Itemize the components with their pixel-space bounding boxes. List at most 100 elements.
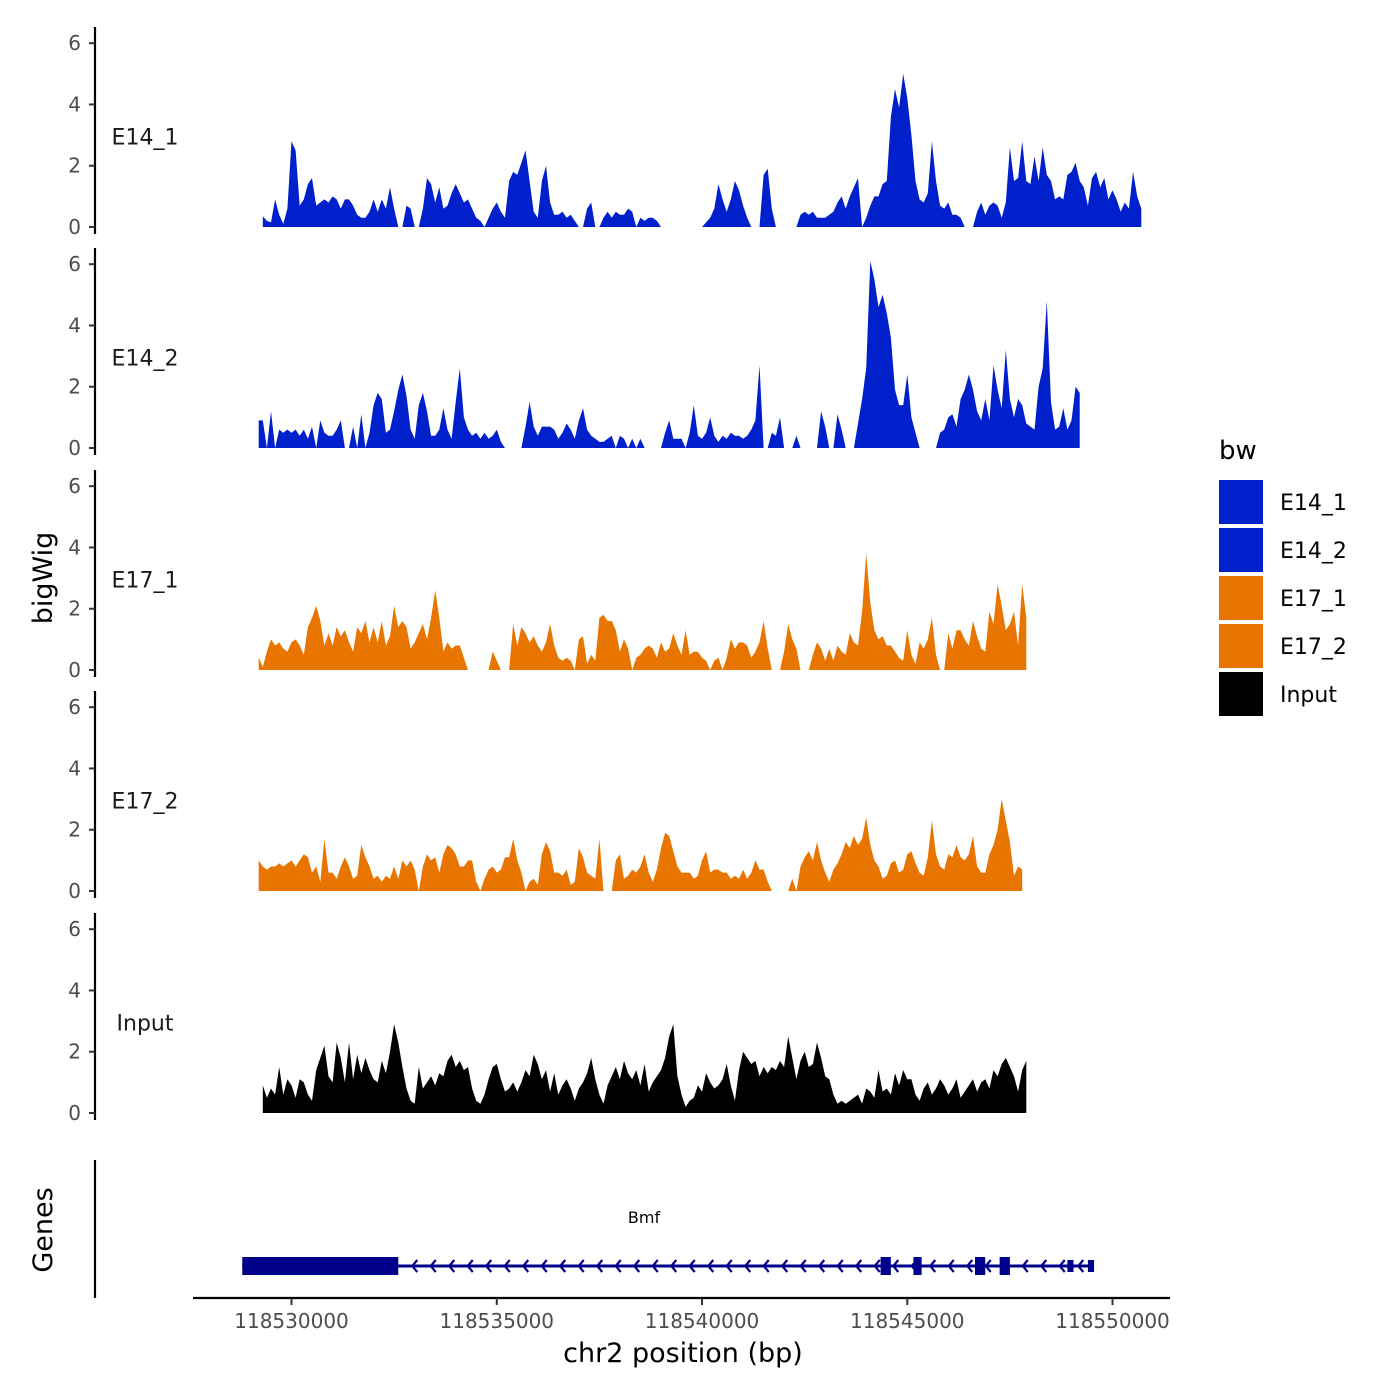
area-E14_2-23 (833, 414, 846, 448)
track-E14_2: 0 2 4 6 E14_2 (68, 248, 1080, 460)
strand-arrow-2 (447, 1259, 456, 1273)
y-tick-label-E17_2-0: 0 (68, 879, 81, 903)
y-tick-label-E14_1-4: 4 (68, 92, 81, 116)
x-tick-label-118530000: 118530000 (234, 1309, 349, 1333)
area-E14_2-15 (685, 365, 764, 448)
area-E14_2-25 (853, 261, 920, 448)
strand-arrow-1 (429, 1259, 437, 1273)
area-E14_1-20 (973, 141, 1142, 227)
area-E17_1-14 (944, 584, 1027, 670)
y-tick-label-E14_1-6: 6 (68, 31, 81, 55)
y-tick-label-E17_1-6: 6 (68, 474, 81, 498)
strand-arrow-3 (466, 1259, 474, 1273)
area-E14_2-17 (767, 417, 785, 448)
area-E14_1-4 (418, 178, 485, 227)
legend-swatch-E14_2 (1219, 528, 1263, 572)
y-tick-label-E14_2-0: 0 (68, 436, 81, 460)
strand-arrow-20 (780, 1259, 789, 1273)
strand-arrow-25 (873, 1259, 881, 1273)
exon-4 (999, 1257, 1010, 1275)
area-E14_1-12 (702, 181, 752, 227)
area-E14_2-27 (936, 301, 1080, 448)
strand-arrow-11 (614, 1259, 622, 1273)
area-E17_2-0 (258, 838, 419, 891)
area-E17_2-2 (480, 838, 526, 891)
area-E14_1-0 (262, 141, 399, 227)
exon-0 (242, 1257, 399, 1275)
y-tick-label-E14_1-0: 0 (68, 215, 81, 239)
strand-arrow-28 (928, 1259, 937, 1273)
area-E14_1-9 (599, 208, 637, 227)
area-E14_2-10 (615, 435, 629, 448)
legend-label-E14_2: E14_2 (1280, 539, 1347, 564)
y-tick-label-E14_1-2: 2 (68, 154, 81, 178)
y-tick-label-E14_2-2: 2 (68, 375, 81, 399)
strand-arrow-34 (1039, 1259, 1048, 1273)
area-E17_1-4 (509, 624, 575, 670)
y-tick-label-E17_1-4: 4 (68, 535, 81, 559)
exon-6 (1087, 1260, 1095, 1272)
y-axis-title: bigWig (28, 532, 59, 625)
area-E14_1-5 (484, 150, 579, 227)
y-tick-label-E17_2-2: 2 (68, 818, 81, 842)
legend-title: bw (1219, 436, 1257, 466)
x-tick-label-118545000: 118545000 (850, 1309, 965, 1333)
area-E17_1-7 (710, 657, 723, 670)
strand-arrow-17 (725, 1259, 733, 1273)
strand-arrow-36 (1076, 1259, 1085, 1273)
exon-5 (1067, 1260, 1074, 1272)
y-tick-label-Input-2: 2 (68, 1040, 81, 1064)
strand-arrow-29 (947, 1259, 955, 1273)
gene-panel: Bmf (93, 1160, 1095, 1298)
area-E14_1-18 (862, 73, 965, 227)
legend-label-Input: Input (1280, 683, 1337, 708)
legend: E14_1 E14_2 E17_1 E17_2 Input (1219, 480, 1347, 716)
area-E14_2-0 (258, 420, 267, 448)
strand-arrow-13 (651, 1259, 659, 1273)
strand-arrow-33 (1021, 1259, 1029, 1273)
strand-arrow-12 (632, 1259, 641, 1273)
legend-swatch-E17_1 (1219, 576, 1263, 620)
track-E14_1: 0 2 4 6 E14_1 (68, 27, 1142, 239)
y-tick-label-E17_2-6: 6 (68, 695, 81, 719)
exon-2 (913, 1257, 922, 1275)
area-E14_2-6 (357, 414, 366, 448)
area-E17_1-12 (808, 553, 941, 670)
area-E14_2-19 (792, 435, 801, 448)
y-tick-label-E14_2-6: 6 (68, 252, 81, 276)
area-E14_2-1 (266, 411, 276, 448)
strand-arrow-0 (410, 1259, 419, 1273)
area-E17_1-2 (488, 651, 501, 670)
strand-arrow-7 (540, 1259, 548, 1273)
area-E14_2-3 (316, 420, 345, 448)
strand-arrow-8 (558, 1259, 567, 1273)
legend-swatch-E14_1 (1219, 480, 1263, 524)
strand-arrow-10 (595, 1259, 604, 1273)
area-E17_1-8 (722, 621, 772, 670)
track-label-E17_2: E17_2 (112, 790, 179, 815)
area-Input-0 (262, 1024, 1027, 1113)
strand-arrow-24 (854, 1259, 863, 1273)
x-axis: 118530000 118535000 118540000 118545000 1185… (193, 1296, 1170, 1333)
area-E17_1-10 (780, 624, 801, 670)
track-label-E14_1: E14_1 (112, 126, 179, 151)
area-E14_2-14 (661, 420, 686, 448)
track-E17_1: 0 2 4 6 E17_1 (68, 470, 1027, 682)
area-E14_1-17 (796, 178, 863, 227)
gene-name-label: Bmf (628, 1208, 661, 1227)
strand-arrow-22 (817, 1259, 826, 1273)
area-E17_2-7 (788, 878, 797, 891)
strand-arrow-21 (799, 1259, 807, 1273)
area-E17_1-6 (632, 630, 711, 670)
strand-arrow-14 (669, 1259, 678, 1273)
area-E17_2-5 (611, 832, 772, 891)
x-tick-label-118540000: 118540000 (645, 1309, 760, 1333)
track-E17_2: 0 2 4 6 E17_2 (68, 691, 1023, 903)
strand-arrow-6 (521, 1259, 530, 1273)
exon-1 (880, 1257, 891, 1275)
x-axis-title: chr2 position (bp) (563, 1338, 803, 1369)
strand-arrow-19 (762, 1259, 770, 1273)
legend-label-E14_1: E14_1 (1280, 491, 1347, 516)
strand-arrow-4 (484, 1259, 493, 1273)
